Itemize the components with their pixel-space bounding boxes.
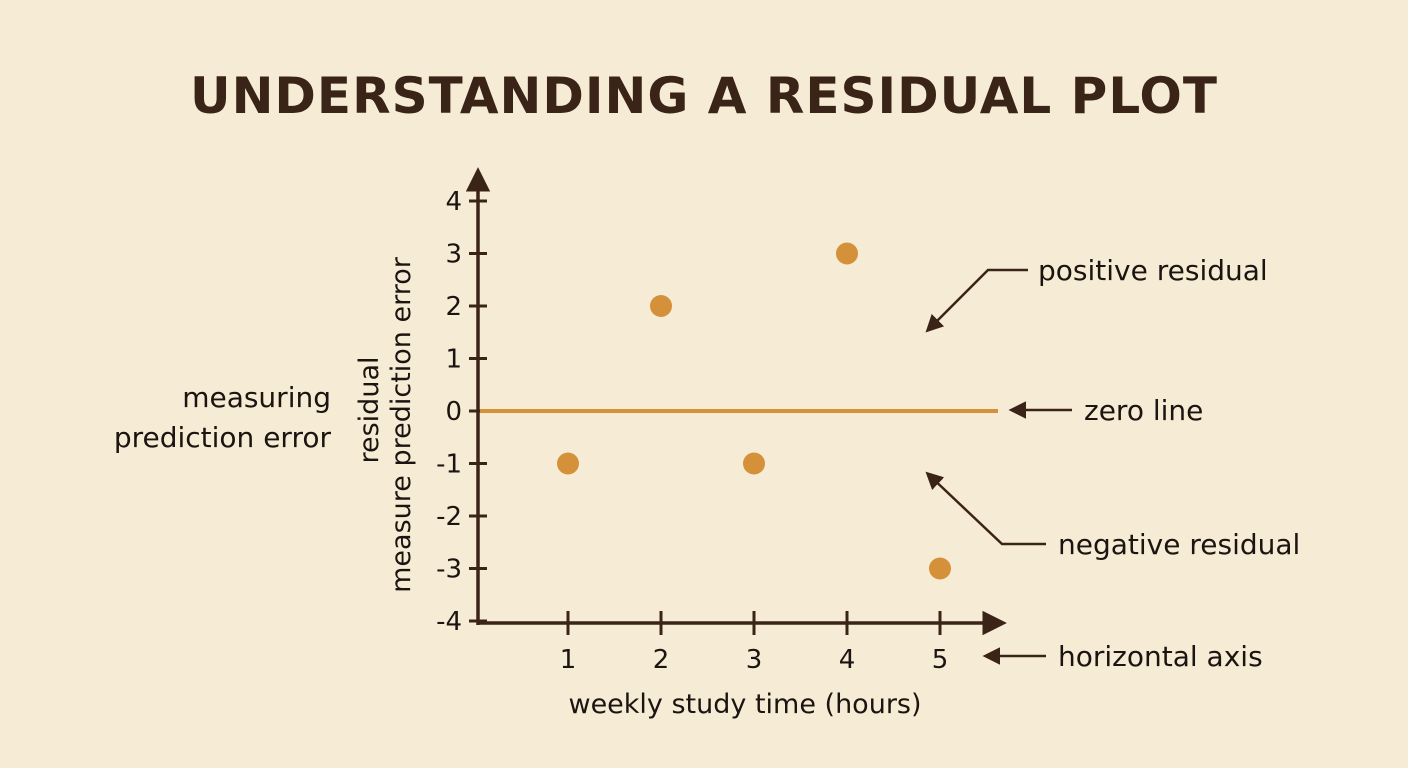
annotation-negative: negative residual <box>925 471 1300 561</box>
annotation-zero: zero line <box>1008 394 1203 427</box>
data-points <box>557 242 951 580</box>
side-label-line-1: measuring <box>182 381 331 414</box>
zero-line-label: zero line <box>1084 394 1203 427</box>
x-tick-label: 3 <box>746 645 763 675</box>
y-tick-label: -4 <box>436 607 462 637</box>
horizontal-axis-label: horizontal axis <box>1058 640 1263 673</box>
x-tick-label: 4 <box>839 645 856 675</box>
y-axis-label-line-1: residual <box>354 357 385 464</box>
x-tick-label: 2 <box>653 645 670 675</box>
y-tick-label: 2 <box>445 292 462 322</box>
y-tick-label: 3 <box>445 240 462 270</box>
y-ticks: 4 3 2 1 0 -1 -2 -3 -4 <box>436 187 487 637</box>
chart-title: UNDERSTANDING A RESIDUAL PLOT <box>190 67 1218 125</box>
annotation-horizontal: horizontal axis <box>982 640 1263 673</box>
negative-residual-label: negative residual <box>1058 528 1300 561</box>
y-tick-label: 4 <box>445 187 462 217</box>
x-tick-label: 1 <box>560 645 577 675</box>
x-ticks: 1 2 3 4 5 <box>560 611 949 675</box>
y-tick-label: 1 <box>445 345 462 375</box>
side-label: measuring prediction error <box>114 381 332 454</box>
y-tick-label: -3 <box>436 555 462 585</box>
y-axis-label-line-2: measure prediction error <box>386 256 417 593</box>
negative-arrow <box>925 471 1046 546</box>
data-point <box>836 242 858 265</box>
y-tick-label: 0 <box>445 397 462 427</box>
x-tick-label: 5 <box>932 645 949 675</box>
y-tick-label: -1 <box>436 450 462 480</box>
annotation-positive: positive residual <box>925 254 1268 333</box>
y-axis-label: residual measure prediction error <box>354 256 417 593</box>
data-point <box>743 452 765 475</box>
data-point <box>929 557 951 580</box>
y-tick-label: -2 <box>436 502 462 532</box>
positive-arrow <box>925 268 1028 333</box>
positive-residual-label: positive residual <box>1038 254 1268 287</box>
x-axis-label: weekly study time (hours) <box>568 689 921 720</box>
data-point <box>650 295 672 317</box>
data-point <box>557 452 579 475</box>
side-label-line-2: prediction error <box>114 421 332 454</box>
